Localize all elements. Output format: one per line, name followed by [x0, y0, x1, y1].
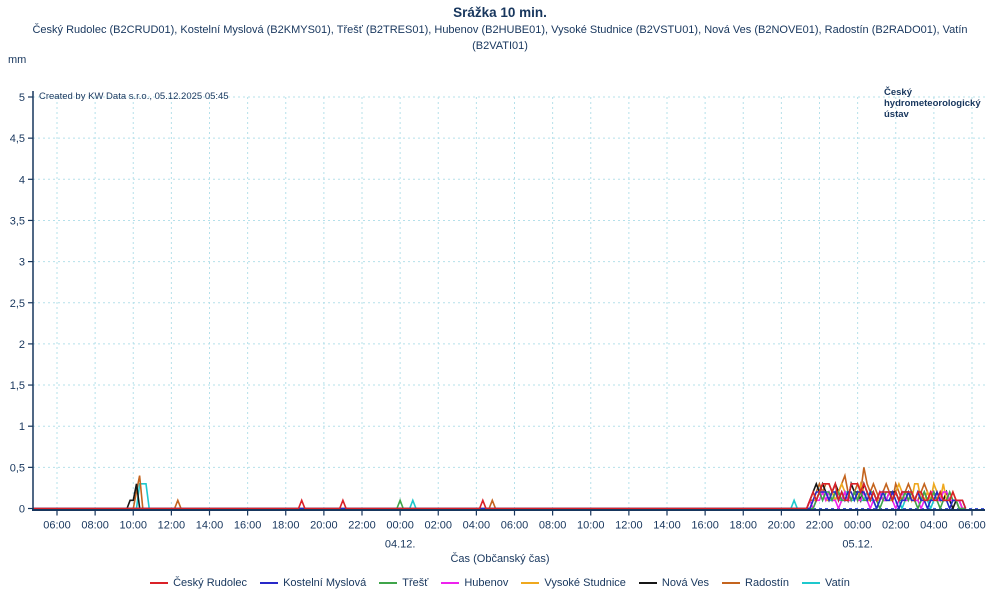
x-tick-label: 00:00 [844, 520, 872, 532]
series-line-B2RADO01 [33, 467, 966, 510]
x-tick-label: 06:00 [958, 520, 986, 532]
y-tick-label: 4,5 [10, 133, 25, 145]
x-tick-label: 08:00 [81, 520, 109, 532]
legend-label: Kostelní Myslová [283, 577, 367, 589]
y-tick-label: 3 [19, 257, 25, 269]
x-tick-label: 20:00 [310, 520, 338, 532]
legend-item-B2HUBE01: Hubenov [441, 577, 508, 589]
chmi-logo: Český hydrometeorologický ústav [884, 87, 1000, 121]
chart-subtitle: Český Rudolec (B2CRUD01), Kostelní Myslo… [32, 24, 968, 52]
x-tick-label: 10:00 [577, 520, 605, 532]
legend-label: Vysoké Studnice [544, 577, 626, 589]
x-tick-label: 02:00 [424, 520, 452, 532]
legend-label: Vatín [825, 577, 850, 589]
legend-label: Nová Ves [661, 577, 710, 589]
x-tick-label: 22:00 [806, 520, 834, 532]
x-tick-label: 08:00 [539, 520, 567, 532]
legend-label: Hubenov [464, 577, 509, 589]
chmi-logo-text: Český hydrometeorologický ústav [884, 87, 981, 120]
y-tick-label: 5 [19, 92, 25, 104]
y-tick-label: 0,5 [10, 462, 25, 474]
legend-item-B2KMYS01: Kostelní Myslová [260, 577, 366, 589]
x-tick-label: 10:00 [119, 520, 147, 532]
x-date-label: 04.12. [385, 539, 416, 551]
legend-item-B2RADO01: Radostín [722, 577, 789, 589]
legend-line-swatch [722, 582, 741, 584]
x-tick-label: 00:00 [386, 520, 414, 532]
chart-title: Srážka 10 min. [453, 5, 547, 20]
x-tick-label: 20:00 [768, 520, 796, 532]
y-tick-label: 2 [19, 339, 25, 351]
x-tick-label: 12:00 [158, 520, 186, 532]
series-line-B2VSTU01 [33, 480, 966, 510]
series-line-B2CRUD01 [33, 480, 967, 510]
x-axis-title: Čas (Občanský čas) [450, 553, 550, 565]
legend-label: Český Rudolec [173, 577, 248, 589]
y-tick-label: 4 [19, 174, 25, 186]
legend-line-swatch [150, 582, 169, 584]
legend-line-swatch [379, 582, 398, 584]
legend-line-swatch [638, 582, 657, 584]
x-tick-label: 22:00 [348, 520, 376, 532]
x-tick-label: 16:00 [691, 520, 719, 532]
legend-line-swatch [802, 582, 821, 584]
x-tick-label: 06:00 [501, 520, 529, 532]
x-tick-label: 02:00 [882, 520, 910, 532]
legend-line-swatch [521, 582, 540, 584]
legend-line-swatch [260, 582, 279, 584]
legend-item-B2CRUD01: Český Rudolec [150, 577, 247, 589]
x-tick-label: 06:00 [43, 520, 71, 532]
legend-label: Radostín [745, 577, 790, 589]
x-tick-label: 04:00 [920, 520, 948, 532]
y-tick-label: 3,5 [10, 215, 25, 227]
x-tick-label: 18:00 [272, 520, 300, 532]
chart-legend: Český Rudolec Kostelní Myslová Třešť Hubeno… [0, 577, 1000, 589]
x-tick-label: 12:00 [615, 520, 643, 532]
legend-label: Třešť [402, 577, 429, 589]
series-line-B2NOVE01 [33, 480, 966, 511]
y-tick-label: 0 [19, 504, 25, 516]
legend-item-B2NOVE01: Nová Ves [638, 577, 710, 589]
x-date-label: 05.12. [842, 539, 873, 551]
x-tick-label: 14:00 [653, 520, 681, 532]
y-tick-label: 2,5 [10, 298, 25, 310]
legend-item-B2VATI01: Vatín [802, 577, 850, 589]
y-axis-unit-label: mm [8, 54, 27, 66]
x-tick-label: 04:00 [463, 520, 491, 532]
y-tick-label: 1,5 [10, 380, 25, 392]
created-by-watermark: Created by KW Data s.r.o., 05.12.2025 05… [39, 91, 229, 102]
legend-item-B2VSTU01: Vysoké Studnice [521, 577, 626, 589]
legend-item-B2TRES01: Třešť [379, 577, 428, 589]
series-line-B2HUBE01 [33, 489, 966, 511]
x-tick-label: 18:00 [729, 520, 757, 532]
x-tick-label: 14:00 [196, 520, 224, 532]
y-tick-label: 1 [19, 421, 25, 433]
x-tick-label: 16:00 [234, 520, 262, 532]
legend-line-swatch [441, 582, 460, 584]
series-line-B2VATI01 [33, 483, 966, 511]
